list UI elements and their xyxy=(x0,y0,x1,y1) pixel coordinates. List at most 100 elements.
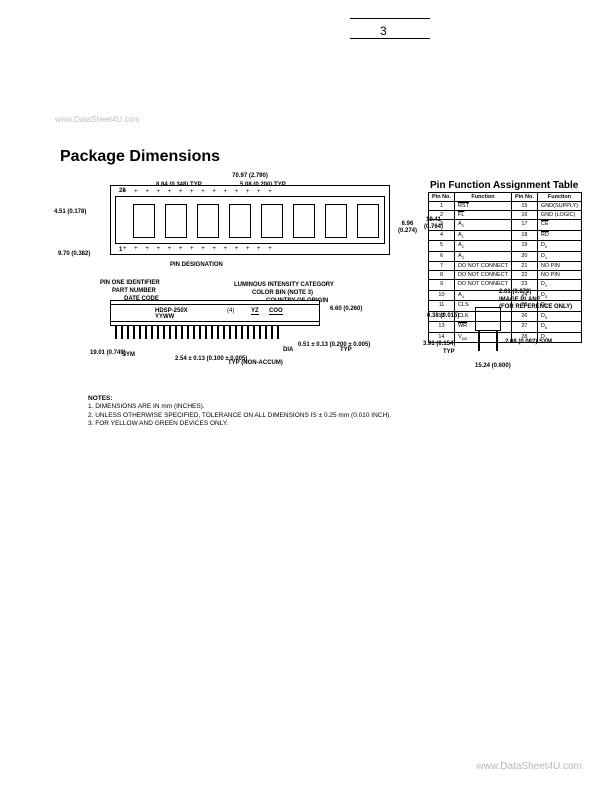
lead xyxy=(205,325,207,339)
cell-pinno: 8 xyxy=(429,271,455,280)
lead xyxy=(121,325,123,339)
typ-nonaccum: TYP (NON-ACCUM) xyxy=(228,360,283,367)
pin-row-top: + + + + + + + + + + + + + + xyxy=(123,189,377,195)
cell-function: D2 xyxy=(537,280,581,290)
marking-line1: HDSP-250X xyxy=(155,308,188,314)
table-row: 8DO NOT CONNECT22NO PIN xyxy=(429,271,582,280)
lead xyxy=(175,325,177,339)
pin-row-bottom: + + + + + + + + + + + + + + xyxy=(123,246,377,252)
callout-luminous: LUMINOUS INTENSITY CATEGORY xyxy=(234,282,334,288)
marking-four: (4) xyxy=(227,308,234,314)
cell-pinno: 15 xyxy=(511,202,537,211)
cell-pinno: 9 xyxy=(429,280,455,290)
cell-function: FL xyxy=(454,211,511,220)
lead xyxy=(145,325,147,339)
lead xyxy=(253,325,255,339)
dim-038: 0.38 (0.015) xyxy=(427,313,459,320)
cell-function: DO NOT CONNECT xyxy=(454,271,511,280)
display-segments xyxy=(133,204,379,238)
dia-label: DIA xyxy=(283,347,293,354)
cell-pinno: 21 xyxy=(511,262,537,271)
lead xyxy=(139,325,141,339)
table-row: 1RST15GND(SUPPLY) xyxy=(429,202,582,211)
cell-function: CE xyxy=(537,220,581,230)
table-header-row: Pin No. Function Pin No. Function xyxy=(429,193,582,202)
cell-function: RD xyxy=(537,230,581,240)
table-row: 6A320D1 xyxy=(429,251,582,261)
table-row: 5A219D0 xyxy=(429,241,582,251)
cell-function: A1 xyxy=(454,230,511,240)
cell-function: RST xyxy=(454,202,511,211)
dim-451: 4.51 (0.178) xyxy=(54,209,86,216)
segment xyxy=(261,204,283,238)
cell-pinno: 19 xyxy=(511,241,537,251)
cell-pinno: 22 xyxy=(511,271,537,280)
th-pinno1: Pin No. xyxy=(429,193,455,202)
lead xyxy=(187,325,189,339)
dim-201: 2.01 (0.079) xyxy=(499,289,531,296)
marking-yz: YZ xyxy=(251,308,259,315)
callout-color-bin: COLOR BIN (NOTE 3) xyxy=(252,290,313,296)
note-3: 3. FOR YELLOW AND GREEN DEVICES ONLY. xyxy=(88,420,391,428)
lead xyxy=(277,325,279,339)
table-row: 3A017CE xyxy=(429,220,582,230)
dim-1941: 19.41 (0.764) xyxy=(424,217,443,230)
note-1: 1. DIMENSIONS ARE IN mm (INCHES). xyxy=(88,403,391,411)
header-rule-bottom xyxy=(350,38,430,39)
typ-label: TYP xyxy=(340,347,352,354)
table-row: 7DO NOT CONNECT21NO PIN xyxy=(429,262,582,271)
cell-pinno: 17 xyxy=(511,220,537,230)
dim-1901: 19.01 (0.749) xyxy=(90,350,126,357)
lead xyxy=(163,325,165,339)
section-title: Package Dimensions xyxy=(60,148,220,166)
lead xyxy=(193,325,195,339)
end-lead-right xyxy=(496,331,498,351)
cell-function: A3 xyxy=(454,251,511,261)
pin-designation-label: PIN DESIGNATION xyxy=(170,262,223,268)
dim-208: 2.08 (0.082) SYM xyxy=(505,339,552,346)
cell-function: D0 xyxy=(537,241,581,251)
lead xyxy=(157,325,159,339)
cell-function: GND(SUPPLY) xyxy=(537,202,581,211)
lead xyxy=(229,325,231,339)
segment xyxy=(293,204,315,238)
package-side-drawing: HDSP-250X YYWW (4) YZ COO 6.60 (0.260) 1… xyxy=(60,300,420,326)
dim-width: 70.97 (2.790) xyxy=(110,173,390,180)
pin-1-label: 1 xyxy=(119,247,122,253)
side-body-inner xyxy=(111,304,319,322)
cell-pinno: 4 xyxy=(429,230,455,240)
segment xyxy=(165,204,187,238)
segment xyxy=(229,204,251,238)
package-front-drawing: 70.97 (2.790) 8.84 (0.348) TYP. 5.08 (0.… xyxy=(60,185,420,255)
watermark-bottom: www.DataSheet4U.com xyxy=(476,761,582,772)
table-row: 2FL16GND (LOGIC) xyxy=(429,211,582,220)
image-plane-label: IMAGE PLANE (FOR REFERENCE ONLY) xyxy=(499,297,572,310)
cell-function: DO NOT CONNECT xyxy=(454,262,511,271)
side-body: HDSP-250X YYWW (4) YZ COO xyxy=(110,300,320,326)
rsv-typ: TYP xyxy=(443,349,455,356)
lead xyxy=(127,325,129,339)
lead xyxy=(199,325,201,339)
cell-pinno: 1 xyxy=(429,202,455,211)
lead xyxy=(241,325,243,339)
watermark-top: www.DataSheet4U.com xyxy=(55,115,139,124)
th-func1: Function xyxy=(454,193,511,202)
cell-pinno: 20 xyxy=(511,251,537,261)
dim-1524: 15.24 (0.600) xyxy=(475,363,511,370)
dim-970: 9.70 (0.382) xyxy=(58,251,90,258)
cell-function: D1 xyxy=(537,251,581,261)
segment xyxy=(357,204,379,238)
cell-function: GND (LOGIC) xyxy=(537,211,581,220)
th-pinno2: Pin No. xyxy=(511,193,537,202)
lead xyxy=(223,325,225,339)
cell-function: NO PIN xyxy=(537,271,581,280)
sym-label: SYM xyxy=(122,352,135,359)
lead xyxy=(259,325,261,339)
package-outline: 28 + + + + + + + + + + + + + + 1 + + + +… xyxy=(110,185,390,255)
segment xyxy=(133,204,155,238)
cell-function: A2 xyxy=(454,241,511,251)
cell-pinno: 5 xyxy=(429,241,455,251)
cell-pinno: 6 xyxy=(429,251,455,261)
note-2: 2. UNLESS OTHERWISE SPECIFIED, TOLERANCE… xyxy=(88,412,391,420)
lead-comb xyxy=(115,325,315,339)
